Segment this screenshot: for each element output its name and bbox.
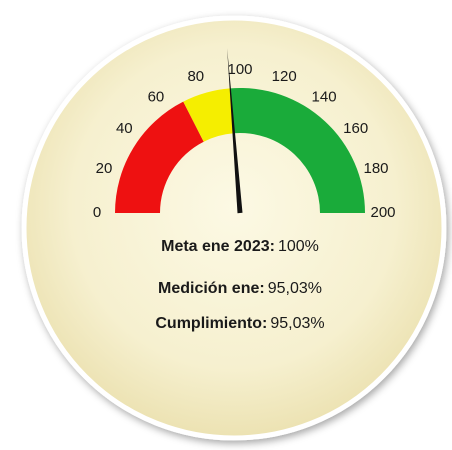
- label-line: Medición ene: 95,03%: [158, 280, 322, 297]
- label-value: 95,03%: [270, 315, 324, 332]
- label-name: Cumplimiento:: [155, 315, 267, 332]
- tick-label: 180: [363, 160, 388, 177]
- background-disc: [21, 15, 447, 441]
- tick-label: 60: [148, 88, 165, 105]
- label-line: Cumplimiento: 95,03%: [155, 315, 324, 332]
- label-value: 100%: [278, 238, 319, 255]
- label-name: Medición ene:: [158, 280, 265, 297]
- tick-label: 0: [93, 204, 101, 221]
- needle: [227, 48, 243, 214]
- label-name: Meta ene 2023:: [161, 238, 275, 255]
- tick-label: 120: [272, 68, 297, 85]
- tick-label: 200: [370, 204, 395, 221]
- tick-label: 80: [187, 68, 204, 85]
- tick-label: 40: [116, 120, 133, 137]
- tick-label: 20: [96, 160, 113, 177]
- gauge-band: [183, 88, 234, 142]
- tick-label: 160: [343, 120, 368, 137]
- label-value: 95,03%: [268, 280, 322, 297]
- tick-label: 100: [227, 61, 252, 78]
- label-line: Meta ene 2023: 100%: [161, 238, 319, 255]
- gauge-band: [230, 88, 365, 213]
- gauge: 0 20 40 60 80 100 120 140 160 180 200 Meta ene 2023…: [93, 48, 396, 332]
- gauge-band: [115, 101, 204, 213]
- tick-label: 140: [312, 88, 337, 105]
